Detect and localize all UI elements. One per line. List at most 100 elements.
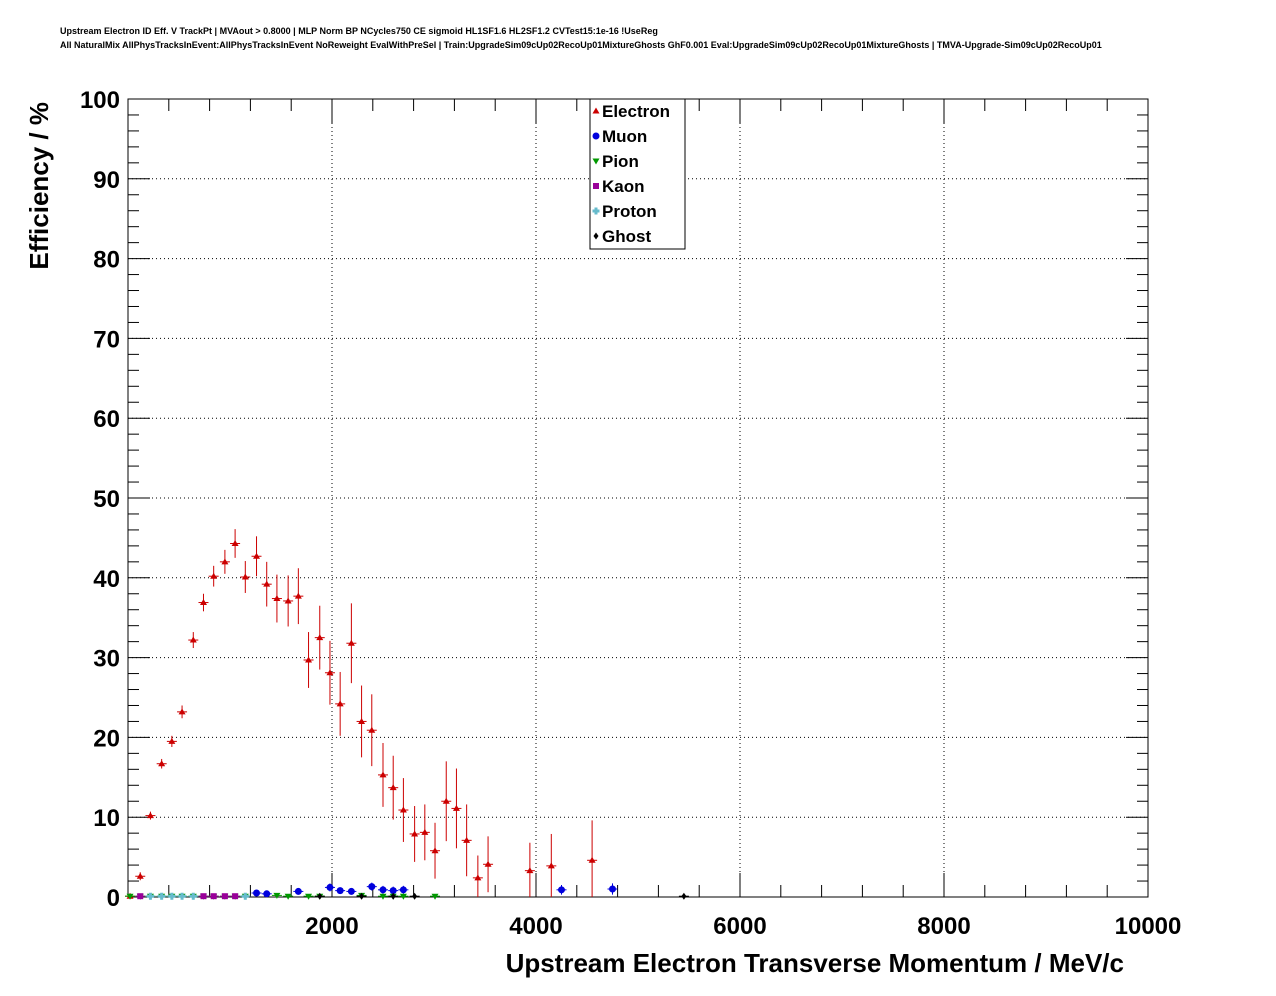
kaon-point — [135, 893, 146, 900]
muon-point — [293, 887, 304, 895]
muon-point — [251, 889, 262, 897]
electron-point — [251, 536, 262, 577]
legend-box — [589, 98, 686, 250]
electron-marker — [347, 639, 355, 646]
pion-point — [125, 893, 136, 900]
y-tick-label: 30 — [93, 646, 120, 673]
electron-marker — [263, 580, 271, 587]
electron-marker — [379, 771, 387, 778]
ghost-point — [678, 892, 689, 900]
chart-title-line-1: Upstream Electron ID Eff. V TrackPt | MV… — [60, 26, 658, 36]
electron-point — [240, 561, 251, 593]
axis-ticks — [127, 98, 1149, 898]
electron-marker — [146, 812, 154, 819]
legend-marker-ghost — [593, 232, 599, 240]
electron-marker — [294, 592, 302, 599]
electron-marker — [442, 797, 450, 804]
muon-marker — [379, 886, 387, 894]
muon-marker — [326, 883, 334, 891]
pion-point — [283, 893, 294, 900]
pion-point — [430, 893, 441, 900]
legend-label: Muon — [602, 127, 647, 146]
pion-point — [271, 892, 282, 899]
electron-marker — [547, 862, 555, 869]
muon-marker — [558, 886, 565, 894]
electron-marker — [178, 708, 186, 715]
kaon-point — [198, 893, 209, 900]
electron-marker — [168, 737, 176, 744]
electron-marker — [305, 656, 313, 663]
ghost-marker — [412, 892, 418, 900]
electron-point — [208, 565, 219, 587]
electron-point — [219, 549, 230, 574]
ghost-marker — [681, 892, 687, 900]
legend-entry-kaon: Kaon — [593, 177, 645, 196]
electron-point — [198, 593, 209, 612]
series-electron — [125, 529, 598, 899]
pion-marker — [273, 892, 281, 899]
muon-point — [398, 885, 409, 894]
grid-lines — [128, 99, 1148, 897]
pion-marker — [431, 893, 439, 900]
electron-marker — [136, 872, 144, 879]
muon-point — [378, 885, 388, 894]
legend-marker-kaon — [593, 183, 599, 189]
electron-point — [451, 768, 462, 849]
electron-marker — [241, 573, 249, 580]
muon-point — [607, 883, 618, 895]
x-tick-label: 6000 — [713, 913, 766, 940]
electron-point — [388, 755, 399, 820]
electron-point — [283, 575, 294, 627]
electron-marker — [421, 828, 429, 835]
x-tick-label: 10000 — [1115, 913, 1182, 940]
electron-point — [293, 568, 304, 625]
electron-point — [430, 822, 441, 879]
kaon-point — [208, 893, 219, 900]
muon-marker — [609, 885, 616, 893]
pion-marker — [379, 893, 387, 900]
legend-entry-ghost: Ghost — [593, 227, 651, 246]
electron-marker — [368, 726, 376, 733]
legend-label: Ghost — [602, 227, 651, 246]
y-tick-label: 50 — [93, 486, 120, 513]
muon-marker — [368, 883, 376, 891]
kaon-point — [230, 893, 241, 900]
electron-point — [366, 694, 377, 767]
electron-point — [378, 742, 388, 807]
muon-marker — [253, 889, 261, 897]
electron-marker — [284, 597, 292, 604]
series-ghost — [314, 892, 689, 900]
electron-marker — [588, 856, 596, 863]
y-tick-label: 70 — [93, 326, 120, 353]
pion-point — [398, 893, 409, 900]
electron-point — [483, 836, 494, 893]
legend-label: Proton — [602, 202, 657, 221]
electron-point — [409, 806, 420, 862]
kaon-point — [219, 893, 230, 900]
electron-marker — [273, 595, 281, 602]
muon-point — [335, 887, 346, 895]
electron-point — [261, 561, 272, 607]
kaon-marker — [221, 893, 228, 900]
muon-point — [324, 883, 335, 892]
muon-marker — [389, 887, 397, 895]
electron-marker — [474, 874, 482, 881]
electron-point — [587, 820, 598, 897]
muon-point — [346, 887, 357, 895]
pion-point — [378, 893, 388, 900]
muon-point — [261, 890, 272, 898]
ghost-marker — [359, 892, 365, 900]
proton-point — [166, 892, 177, 900]
y-tick-label: 20 — [93, 725, 120, 752]
kaon-marker — [200, 893, 207, 900]
proton-point — [240, 892, 251, 900]
muon-marker — [399, 886, 407, 894]
electron-point — [419, 804, 430, 861]
y-tick-label: 100 — [80, 87, 120, 114]
electron-marker — [452, 804, 460, 811]
legend-marker-electron — [592, 107, 600, 114]
electron-marker — [158, 760, 166, 767]
legend-label: Electron — [602, 102, 670, 121]
muon-point — [556, 885, 567, 895]
